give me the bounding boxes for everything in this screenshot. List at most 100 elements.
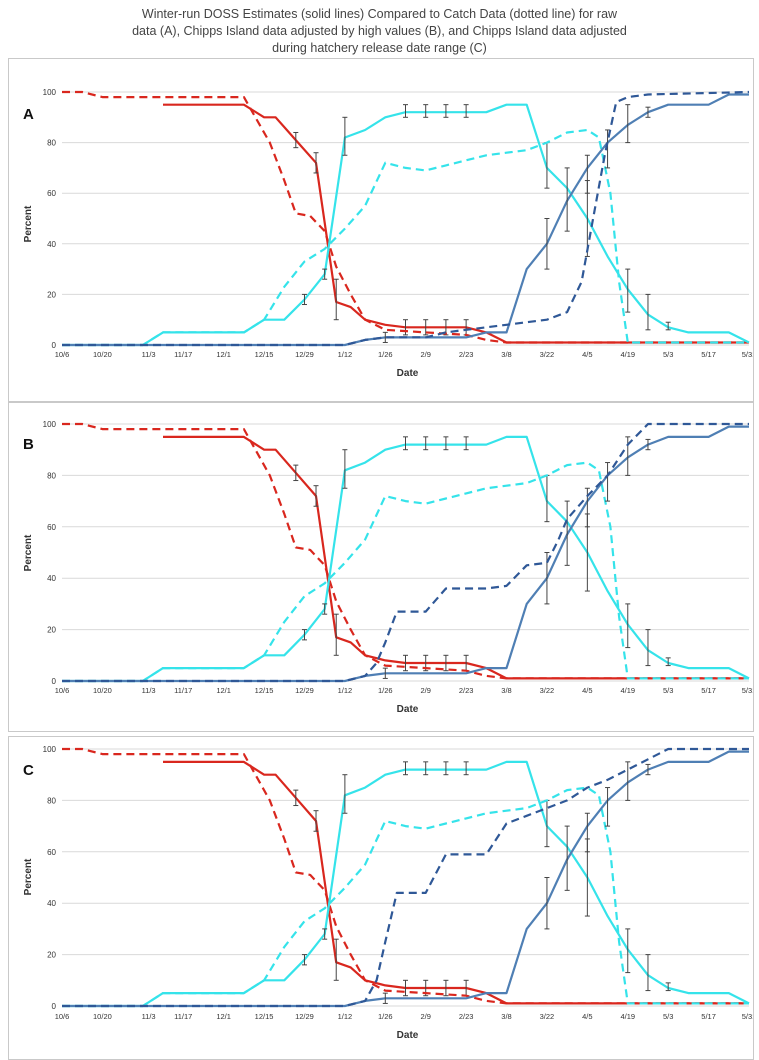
x-tick-label: 4/19: [620, 350, 635, 359]
x-tick-label: 12/29: [295, 1012, 314, 1021]
y-tick-label: 60: [47, 848, 56, 857]
figure-title: Winter-run DOSS Estimates (solid lines) …: [132, 7, 627, 55]
x-axis-label: Date: [397, 368, 419, 379]
panel-letter: A: [23, 106, 34, 123]
x-tick-label: 11/3: [142, 350, 156, 359]
x-tick-label: 11/17: [174, 686, 192, 695]
x-tick-label: 12/1: [216, 686, 231, 695]
x-tick-label: 1/12: [338, 350, 353, 359]
series-blue-solid: [62, 425, 749, 683]
x-tick-label: 2/23: [459, 686, 474, 695]
chart-b: 0 20 40 60 80 100 10/6 10/20 11/3 11/17 12/1 12/15 1…: [23, 420, 753, 715]
x-tick-label: 3/8: [501, 686, 511, 695]
x-axis-label: Date: [397, 704, 419, 715]
y-tick-label: 80: [47, 796, 56, 805]
series-red-solid: [163, 760, 749, 1005]
x-tick-label: 12/15: [255, 686, 274, 695]
y-tick-label: 80: [47, 139, 56, 148]
y-tick-label: 0: [52, 1002, 57, 1011]
series-blue-solid: [62, 93, 749, 347]
x-tick-label: 5/3: [663, 1012, 673, 1021]
y-tick-label: 20: [47, 951, 56, 960]
y-axis-label: Percent: [23, 534, 34, 571]
x-tick-label: 11/3: [142, 1012, 156, 1021]
x-tick-label: 5/3: [663, 686, 673, 695]
y-tick-label: 100: [43, 420, 57, 429]
y-tick-label: 20: [47, 626, 56, 635]
x-tick-label: 12/1: [216, 350, 231, 359]
x-tick-label: 3/8: [501, 1012, 511, 1021]
y-axis-label: Percent: [23, 858, 34, 895]
x-tick-label: 5/3: [663, 350, 673, 359]
series-red-solid: [163, 435, 749, 680]
series-navy-dashed: [62, 747, 749, 1008]
panel-b: 0 20 40 60 80 100 10/6 10/20 11/3 11/17 12/1 12/15 1…: [8, 402, 754, 732]
x-tick-label: 3/22: [540, 1012, 555, 1021]
x-tick-label: 10/6: [55, 350, 70, 359]
x-tick-label: 12/1: [216, 1012, 231, 1021]
y-tick-label: 60: [47, 189, 56, 198]
x-tick-label: 1/26: [378, 1012, 393, 1021]
y-tick-label: 100: [43, 745, 57, 754]
panel-a: 0 20 40 60 80 100 10/6 10/20 11/3 11/17 12/1 12/15 1…: [8, 58, 754, 402]
x-tick-label: 2/9: [420, 686, 430, 695]
y-tick-label: 100: [43, 88, 57, 97]
x-tick-label: 5/17: [701, 1012, 716, 1021]
x-tick-label: 1/12: [338, 1012, 353, 1021]
x-tick-label: 3/22: [540, 686, 555, 695]
series-cyan-dashed: [62, 128, 749, 347]
x-tick-label: 2/9: [420, 1012, 430, 1021]
chart-a: 0 20 40 60 80 100 10/6 10/20 11/3 11/17 12/1 12/15 1…: [23, 88, 753, 379]
x-tick-label: 4/19: [620, 686, 635, 695]
y-tick-label: 60: [47, 523, 56, 532]
chart-c: 0 20 40 60 80 100 10/6 10/20 11/3 11/17 12/1 12/15 1…: [23, 745, 753, 1041]
series-cyan-solid: [62, 760, 750, 1008]
x-tick-label: 11/17: [174, 1012, 192, 1021]
series-red-dashed: [62, 90, 749, 344]
series-red-dashed: [62, 747, 749, 1005]
x-tick-label: 1/26: [378, 686, 393, 695]
y-tick-label: 0: [52, 677, 57, 686]
x-tick-label: 5/31: [742, 350, 753, 359]
series-cyan-solid: [62, 103, 750, 347]
x-tick-label: 10/6: [55, 686, 70, 695]
x-tick-label: 10/20: [93, 350, 112, 359]
x-tick-label: 4/5: [582, 686, 592, 695]
x-tick-label: 1/12: [338, 686, 353, 695]
x-tick-label: 10/20: [93, 1012, 112, 1021]
y-tick-label: 20: [47, 290, 56, 299]
series-cyan-solid: [62, 435, 750, 683]
series-red-dashed: [62, 422, 749, 680]
x-tick-label: 3/22: [540, 350, 555, 359]
y-tick-label: 80: [47, 471, 56, 480]
panel-letter: B: [23, 436, 34, 453]
x-tick-label: 4/5: [582, 1012, 592, 1021]
x-tick-label: 5/17: [701, 350, 716, 359]
y-tick-label: 40: [47, 240, 56, 249]
series-blue-solid: [62, 750, 749, 1008]
x-tick-label: 3/8: [501, 350, 511, 359]
y-tick-label: 40: [47, 899, 56, 908]
y-axis-label: Percent: [23, 205, 34, 242]
series-red-solid: [163, 103, 749, 344]
x-tick-label: 5/31: [742, 686, 753, 695]
x-tick-label: 5/17: [701, 686, 716, 695]
panel-letter: C: [23, 762, 34, 779]
x-tick-label: 10/20: [93, 686, 112, 695]
y-tick-label: 0: [52, 341, 57, 350]
x-tick-label: 1/26: [378, 350, 393, 359]
y-tick-label: 40: [47, 574, 56, 583]
x-tick-label: 4/5: [582, 350, 592, 359]
x-tick-label: 5/31: [742, 1012, 753, 1021]
x-tick-label: 4/19: [620, 1012, 635, 1021]
x-axis-label: Date: [397, 1030, 419, 1041]
series-navy-dashed: [62, 90, 750, 347]
x-tick-label: 11/3: [142, 686, 156, 695]
x-tick-label: 12/29: [295, 350, 314, 359]
panel-c: 0 20 40 60 80 100 10/6 10/20 11/3 11/17 12/1 12/15 1…: [8, 736, 754, 1060]
x-tick-label: 2/9: [420, 350, 430, 359]
x-tick-label: 2/23: [459, 350, 474, 359]
series-navy-dashed: [62, 422, 749, 683]
x-tick-label: 11/17: [174, 350, 192, 359]
x-tick-label: 10/6: [55, 1012, 70, 1021]
